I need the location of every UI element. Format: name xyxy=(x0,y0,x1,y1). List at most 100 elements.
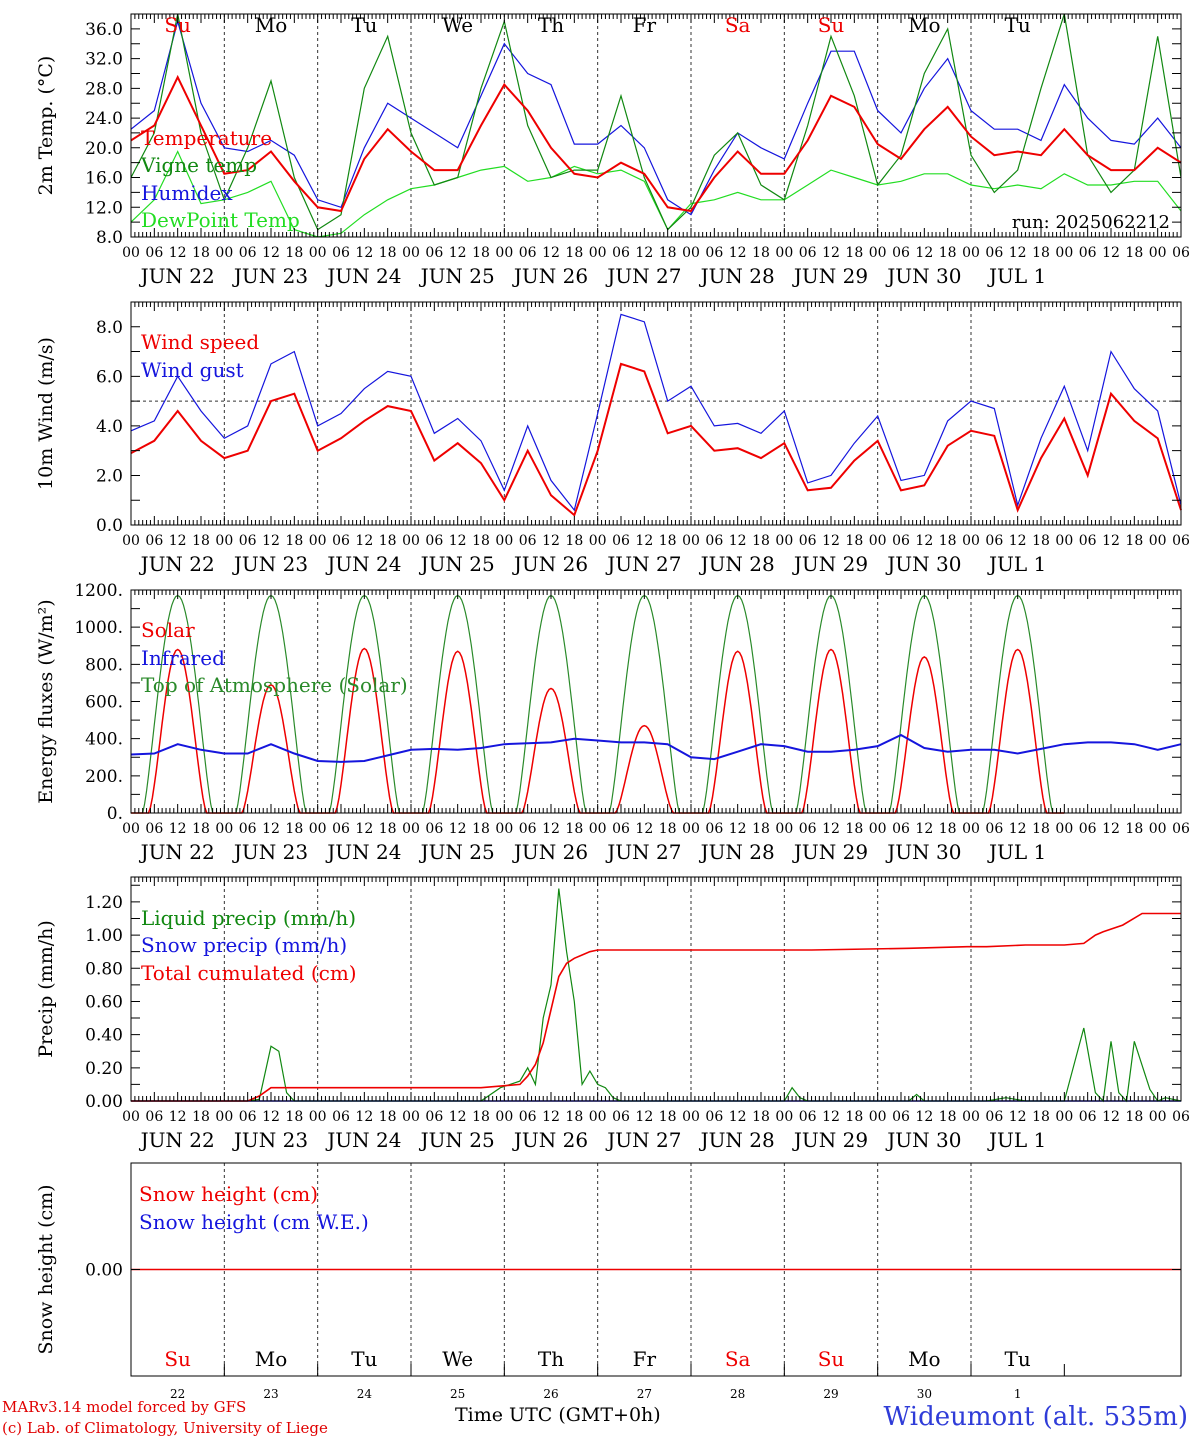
hour-tick-label: 06 xyxy=(332,1109,350,1125)
hour-tick-label: 00 xyxy=(215,245,233,261)
y-ticks xyxy=(131,301,1181,526)
hour-tick-label: 18 xyxy=(285,821,303,837)
legend-blue: Humidex xyxy=(141,181,233,205)
date-label: JUN 28 xyxy=(699,552,775,576)
hour-tick-label: 06 xyxy=(892,1109,910,1125)
hour-tick-label: 18 xyxy=(1032,245,1050,261)
hour-tick-label: 18 xyxy=(752,245,770,261)
hour-tick-label: 12 xyxy=(1009,1109,1027,1125)
hour-tick-label: 06 xyxy=(145,821,163,837)
hour-tick-label: 18 xyxy=(192,821,210,837)
day-number-label: 28 xyxy=(730,1387,745,1401)
hour-tick-label: 12 xyxy=(729,821,747,837)
date-label: JUN 29 xyxy=(792,552,868,576)
hour-tick-label: 06 xyxy=(519,533,537,549)
hour-tick-label: 18 xyxy=(472,1109,490,1125)
legend-lightgreen: DewPoint Temp xyxy=(141,208,300,232)
date-label: JUN 24 xyxy=(325,840,401,864)
hour-tick-label: 18 xyxy=(472,821,490,837)
hour-tick-label: 00 xyxy=(1149,533,1167,549)
hour-tick-label: 00 xyxy=(309,245,327,261)
hour-tick-label: 06 xyxy=(1172,821,1190,837)
hour-tick-label: 06 xyxy=(799,245,817,261)
hour-tick-label: 12 xyxy=(635,533,653,549)
hour-tick-label: 18 xyxy=(845,821,863,837)
hour-tick-label: 18 xyxy=(1032,821,1050,837)
legend-red: Solar xyxy=(141,618,195,642)
hour-tick-label: 12 xyxy=(262,1109,280,1125)
day-abbr-label: We xyxy=(442,13,473,37)
y-tick-label: 0.80 xyxy=(85,959,123,979)
hour-tick-label: 18 xyxy=(565,821,583,837)
y-tick-label: 600. xyxy=(85,693,123,713)
hour-tick-label: 06 xyxy=(612,533,630,549)
day-number-label: 1 xyxy=(1014,1387,1022,1401)
day-number-label: 24 xyxy=(357,1387,373,1401)
hour-tick-label: 18 xyxy=(659,821,677,837)
y-tick-label: 1200. xyxy=(74,581,123,601)
y-tick-label: 8.0 xyxy=(96,228,123,248)
hour-tick-label: 06 xyxy=(705,245,723,261)
hour-tick-label: 12 xyxy=(355,245,373,261)
date-label: JUN 26 xyxy=(512,264,588,288)
date-label: JUN 22 xyxy=(139,552,215,576)
legend-green: Liquid precip (mm/h) xyxy=(141,906,356,930)
hour-tick-label: 00 xyxy=(962,1109,980,1125)
date-label: JUN 29 xyxy=(792,1128,868,1152)
hour-tick-label: 06 xyxy=(145,1109,163,1125)
hour-tick-label: 12 xyxy=(1009,533,1027,549)
date-label: JUN 23 xyxy=(232,840,308,864)
hour-tick-label: 00 xyxy=(1055,245,1073,261)
hour-tick-label: 06 xyxy=(425,245,443,261)
hour-tick-label: 12 xyxy=(822,821,840,837)
y-tick-label: 2.0 xyxy=(96,466,123,486)
series-line-red xyxy=(131,74,1181,213)
day-number-label: 29 xyxy=(823,1387,838,1401)
day-abbr-label: Tu xyxy=(351,1347,377,1371)
day-abbr-label: Su xyxy=(164,13,191,37)
station-name: Wideumont (alt. 535m) xyxy=(883,1402,1188,1432)
day-number-label: 22 xyxy=(170,1387,185,1401)
hour-tick-label: 06 xyxy=(425,533,443,549)
hour-tick-label: 06 xyxy=(425,1109,443,1125)
hour-tick-label: 00 xyxy=(402,1109,420,1125)
y-ticks xyxy=(131,884,1181,1102)
hour-tick-label: 06 xyxy=(892,245,910,261)
hour-tick-label: 12 xyxy=(449,533,467,549)
hour-tick-label: 06 xyxy=(892,821,910,837)
date-label: JUL 1 xyxy=(987,1128,1046,1152)
day-abbr-label: Tu xyxy=(1005,1347,1031,1371)
hour-tick-label: 12 xyxy=(542,533,560,549)
hour-tick-label: 00 xyxy=(682,533,700,549)
hour-tick-label: 12 xyxy=(355,533,373,549)
hour-tick-label: 00 xyxy=(309,533,327,549)
x-minor-ticks xyxy=(130,590,1182,813)
day-abbr-label: Su xyxy=(818,13,845,37)
hour-tick-label: 18 xyxy=(659,533,677,549)
hour-tick-label: 18 xyxy=(285,245,303,261)
hour-tick-label: 18 xyxy=(1125,821,1143,837)
run-label: run: 2025062212 xyxy=(1012,212,1170,233)
legend-blue: Wind gust xyxy=(141,358,244,382)
hour-tick-label: 00 xyxy=(402,533,420,549)
hour-tick-label: 00 xyxy=(122,821,140,837)
date-label: JUN 23 xyxy=(232,552,308,576)
hour-tick-label: 12 xyxy=(729,245,747,261)
hour-tick-label: 06 xyxy=(985,1109,1003,1125)
hour-tick-label: 12 xyxy=(915,821,933,837)
legend-darkgreen: Top of Atmosphere (Solar) xyxy=(141,673,408,697)
hour-tick-label: 06 xyxy=(239,245,257,261)
hour-tick-label: 12 xyxy=(1102,1109,1120,1125)
hour-tick-label: 00 xyxy=(962,245,980,261)
date-label: JUN 29 xyxy=(792,840,868,864)
hour-tick-label: 00 xyxy=(495,821,513,837)
day-abbr-label: Th xyxy=(538,1347,564,1371)
y-tick-label: 0.60 xyxy=(85,992,123,1012)
hour-tick-label: 12 xyxy=(635,821,653,837)
legend-blue: Snow precip (mm/h) xyxy=(141,933,347,957)
series-line-infrared xyxy=(130,733,1182,763)
hour-tick-label: 18 xyxy=(752,533,770,549)
series-line-green xyxy=(131,14,1181,231)
hour-tick-label: 12 xyxy=(729,533,747,549)
hour-tick-label: 06 xyxy=(705,821,723,837)
